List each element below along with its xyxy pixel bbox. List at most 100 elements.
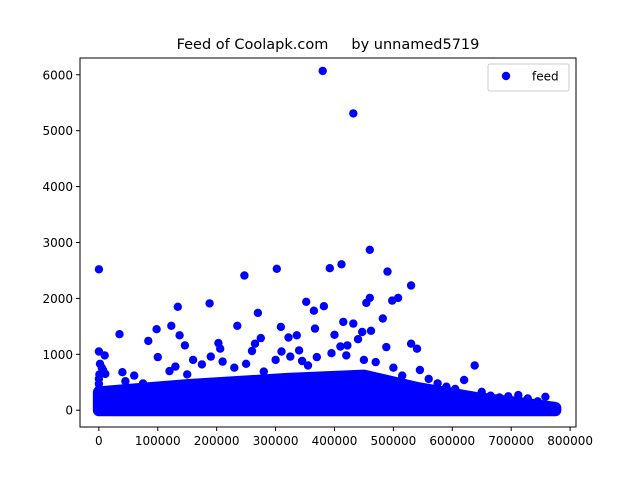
scatter-point [180, 341, 190, 350]
scatter-point [514, 390, 523, 400]
scatter-point [218, 357, 227, 366]
y-tick-label: 4000 [42, 180, 73, 194]
scatter-point [523, 394, 532, 403]
scatter-point [121, 377, 130, 386]
scatter-point [284, 333, 293, 342]
scatter-point [406, 339, 416, 348]
scatter-point [433, 379, 442, 388]
scatter-point [353, 335, 363, 344]
scatter-point [382, 342, 391, 352]
scatter-point [130, 371, 139, 380]
scatter-point [96, 404, 105, 413]
scatter-point [197, 360, 207, 369]
scatter-point [277, 347, 286, 356]
scatter-point [442, 382, 451, 391]
scatter-point [548, 401, 557, 410]
scatter-point [330, 330, 339, 339]
x-tick-label: 400000 [312, 434, 358, 448]
scatter-point [188, 355, 198, 365]
y-tick-label: 0 [65, 404, 73, 418]
scatter-point [272, 264, 281, 273]
scatter-point [247, 346, 257, 356]
scatter-point [504, 392, 513, 401]
scatter-points [92, 66, 562, 417]
x-tick-label: 200000 [194, 434, 240, 448]
scatter-point [495, 393, 504, 402]
scatter-point [325, 264, 334, 273]
scatter-point [366, 326, 376, 335]
scatter-point [339, 317, 348, 327]
scatter-point [241, 359, 251, 368]
scatter-point [138, 379, 148, 388]
scatter-point [412, 344, 422, 353]
scatter-point [302, 297, 311, 306]
scatter-point [389, 363, 398, 372]
scatter-point [175, 331, 184, 340]
x-tick-label: 0 [95, 434, 103, 448]
scatter-point [286, 352, 295, 361]
y-tick-label: 5000 [42, 124, 73, 138]
scatter-point [94, 265, 104, 274]
y-tick-label: 2000 [42, 292, 73, 306]
scatter-point [470, 361, 479, 370]
scatter-point [230, 363, 239, 372]
scatter-point [276, 322, 286, 332]
legend-box [487, 63, 570, 92]
scatter-point [216, 344, 225, 353]
scatter-point [349, 319, 358, 328]
scatter-point [271, 355, 280, 365]
scatter-point [349, 109, 358, 118]
scatter-point [250, 339, 260, 348]
scatter-point [337, 260, 346, 269]
scatter-point [297, 356, 307, 366]
scatter-point [167, 321, 176, 330]
legend-label: feed [532, 70, 559, 84]
scatter-point [365, 245, 374, 254]
x-tick-label: 100000 [135, 434, 181, 448]
scatter-point [342, 351, 351, 360]
scatter-point [171, 362, 180, 371]
scatter-point [152, 325, 161, 334]
scatter-point [398, 371, 407, 380]
scatter-point [533, 397, 542, 406]
scatter-point [183, 370, 192, 379]
scatter-point [259, 367, 268, 376]
scatter-point [98, 365, 108, 375]
scatter-point [383, 267, 392, 276]
scatter-point [319, 302, 329, 311]
x-tick-label: 300000 [253, 434, 299, 448]
chart-title: Feed of Coolapk.com by unnamed5719 [177, 37, 480, 53]
scatter-point [303, 361, 313, 370]
scatter-point [318, 66, 327, 76]
scatter-point [253, 308, 263, 318]
x-tick-label: 600000 [429, 434, 475, 448]
scatter-point [240, 271, 249, 280]
x-tick-label: 800000 [547, 434, 593, 448]
scatter-point [343, 341, 352, 350]
scatter-point [541, 392, 550, 401]
scatter-point [144, 336, 153, 346]
scatter-point [233, 321, 242, 330]
scatter-point [312, 352, 321, 362]
scatter-point [451, 384, 460, 394]
scatter-point [371, 357, 380, 367]
scatter-point [294, 346, 304, 355]
scatter-point [477, 387, 486, 396]
x-tick-label: 500000 [370, 434, 416, 448]
scatter-point [388, 296, 397, 305]
y-tick-label: 3000 [42, 236, 73, 250]
scatter-point [406, 281, 416, 290]
scatter-point [459, 375, 469, 385]
scatter-point [336, 342, 345, 351]
scatter-point [378, 314, 387, 323]
scatter-point [173, 302, 182, 311]
scatter-point [115, 330, 124, 339]
legend: feed [487, 63, 570, 92]
axes: 0 100000 200000 300000 400000 500000 600000 700… [42, 57, 593, 448]
legend-marker [501, 71, 511, 81]
scatter-point [310, 324, 320, 333]
scatter-point [205, 299, 214, 308]
scatter-point [309, 306, 319, 315]
x-tick-label: 700000 [488, 434, 534, 448]
